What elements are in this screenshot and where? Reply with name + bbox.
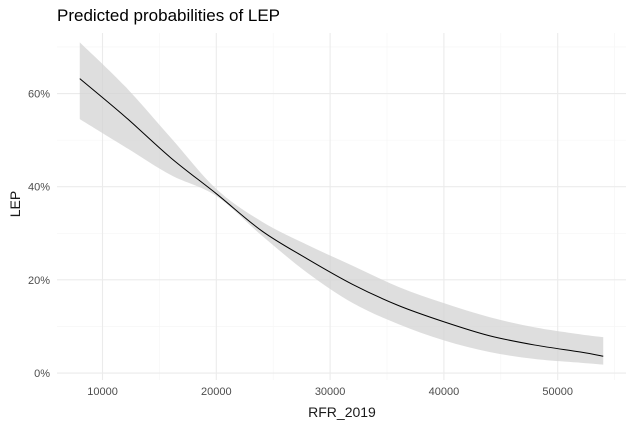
series-line bbox=[79, 78, 604, 357]
x-axis-ticks: 10000 20000 30000 40000 50000 bbox=[87, 386, 573, 398]
x-tick-label: 10000 bbox=[87, 386, 118, 398]
y-tick-label: 40% bbox=[28, 182, 50, 194]
x-tick-label: 50000 bbox=[542, 386, 573, 398]
y-tick-label: 20% bbox=[28, 275, 50, 287]
x-tick-label: 30000 bbox=[315, 386, 346, 398]
y-tick-label: 0% bbox=[34, 368, 50, 380]
x-tick-label: 40000 bbox=[429, 386, 460, 398]
y-axis-label: LEP bbox=[7, 191, 23, 217]
grid bbox=[57, 33, 626, 380]
x-axis-label: RFR_2019 bbox=[308, 404, 376, 420]
y-axis-ticks: 0% 20% 40% 60% bbox=[28, 89, 50, 380]
x-tick-label: 20000 bbox=[201, 386, 232, 398]
y-tick-label: 60% bbox=[28, 89, 50, 101]
confidence-band bbox=[79, 42, 604, 365]
chart-title: Predicted probabilities of LEP bbox=[57, 6, 280, 25]
